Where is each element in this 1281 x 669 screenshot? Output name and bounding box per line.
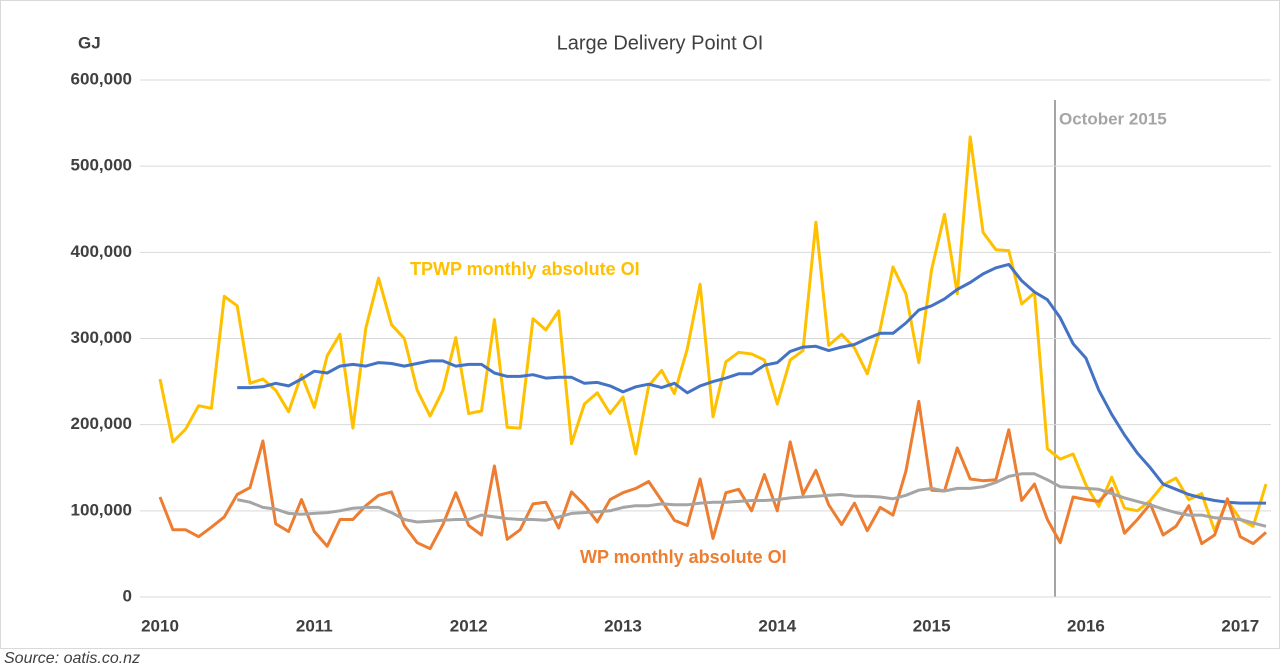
y-tick-label: 600,000	[71, 69, 132, 88]
series-label: WP monthly absolute OI	[580, 547, 787, 567]
x-tick-label: 2015	[913, 616, 951, 635]
y-tick-label: 100,000	[71, 500, 132, 519]
x-tick-label: 2017	[1221, 616, 1259, 635]
series-label: TPWP monthly absolute OI	[410, 259, 640, 279]
y-axis-label: GJ	[78, 33, 101, 52]
x-tick-label: 2016	[1067, 616, 1105, 635]
chart-border	[0, 0, 1280, 649]
chart-title: Large Delivery Point OI	[557, 32, 764, 54]
x-tick-label: 2013	[604, 616, 642, 635]
y-tick-label: 0	[123, 586, 132, 605]
annotation: October 2015	[1059, 109, 1167, 128]
x-tick-label: 2011	[296, 616, 333, 635]
series-line	[236, 472, 1267, 528]
y-tick-label: 200,000	[71, 414, 132, 433]
series-line	[237, 262, 1266, 505]
y-tick-label: 500,000	[71, 156, 132, 175]
source-note: Source: oatis.co.nz	[4, 650, 140, 667]
y-tick-label: 300,000	[71, 328, 132, 347]
x-tick-label: 2010	[141, 616, 179, 635]
series-line	[158, 135, 1268, 533]
series-line	[158, 399, 1267, 551]
x-tick-label: 2012	[450, 616, 488, 635]
y-tick-label: 400,000	[71, 242, 132, 261]
x-tick-label: 2014	[758, 616, 796, 635]
